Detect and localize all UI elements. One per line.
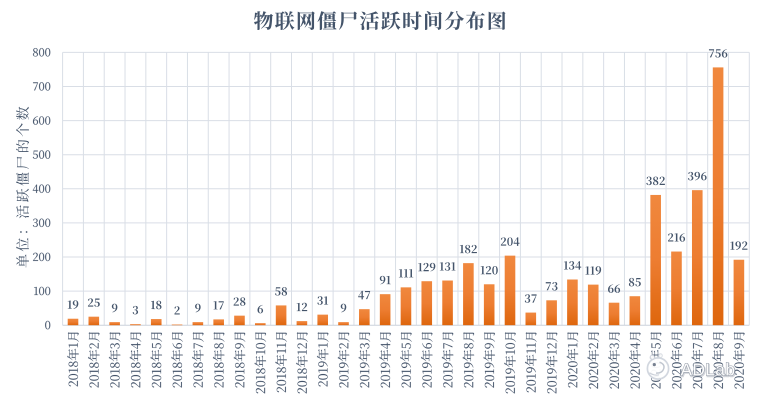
svg-text:ADLab: ADLab — [681, 360, 736, 380]
svg-text:ADLab: ADLab — [681, 360, 736, 380]
